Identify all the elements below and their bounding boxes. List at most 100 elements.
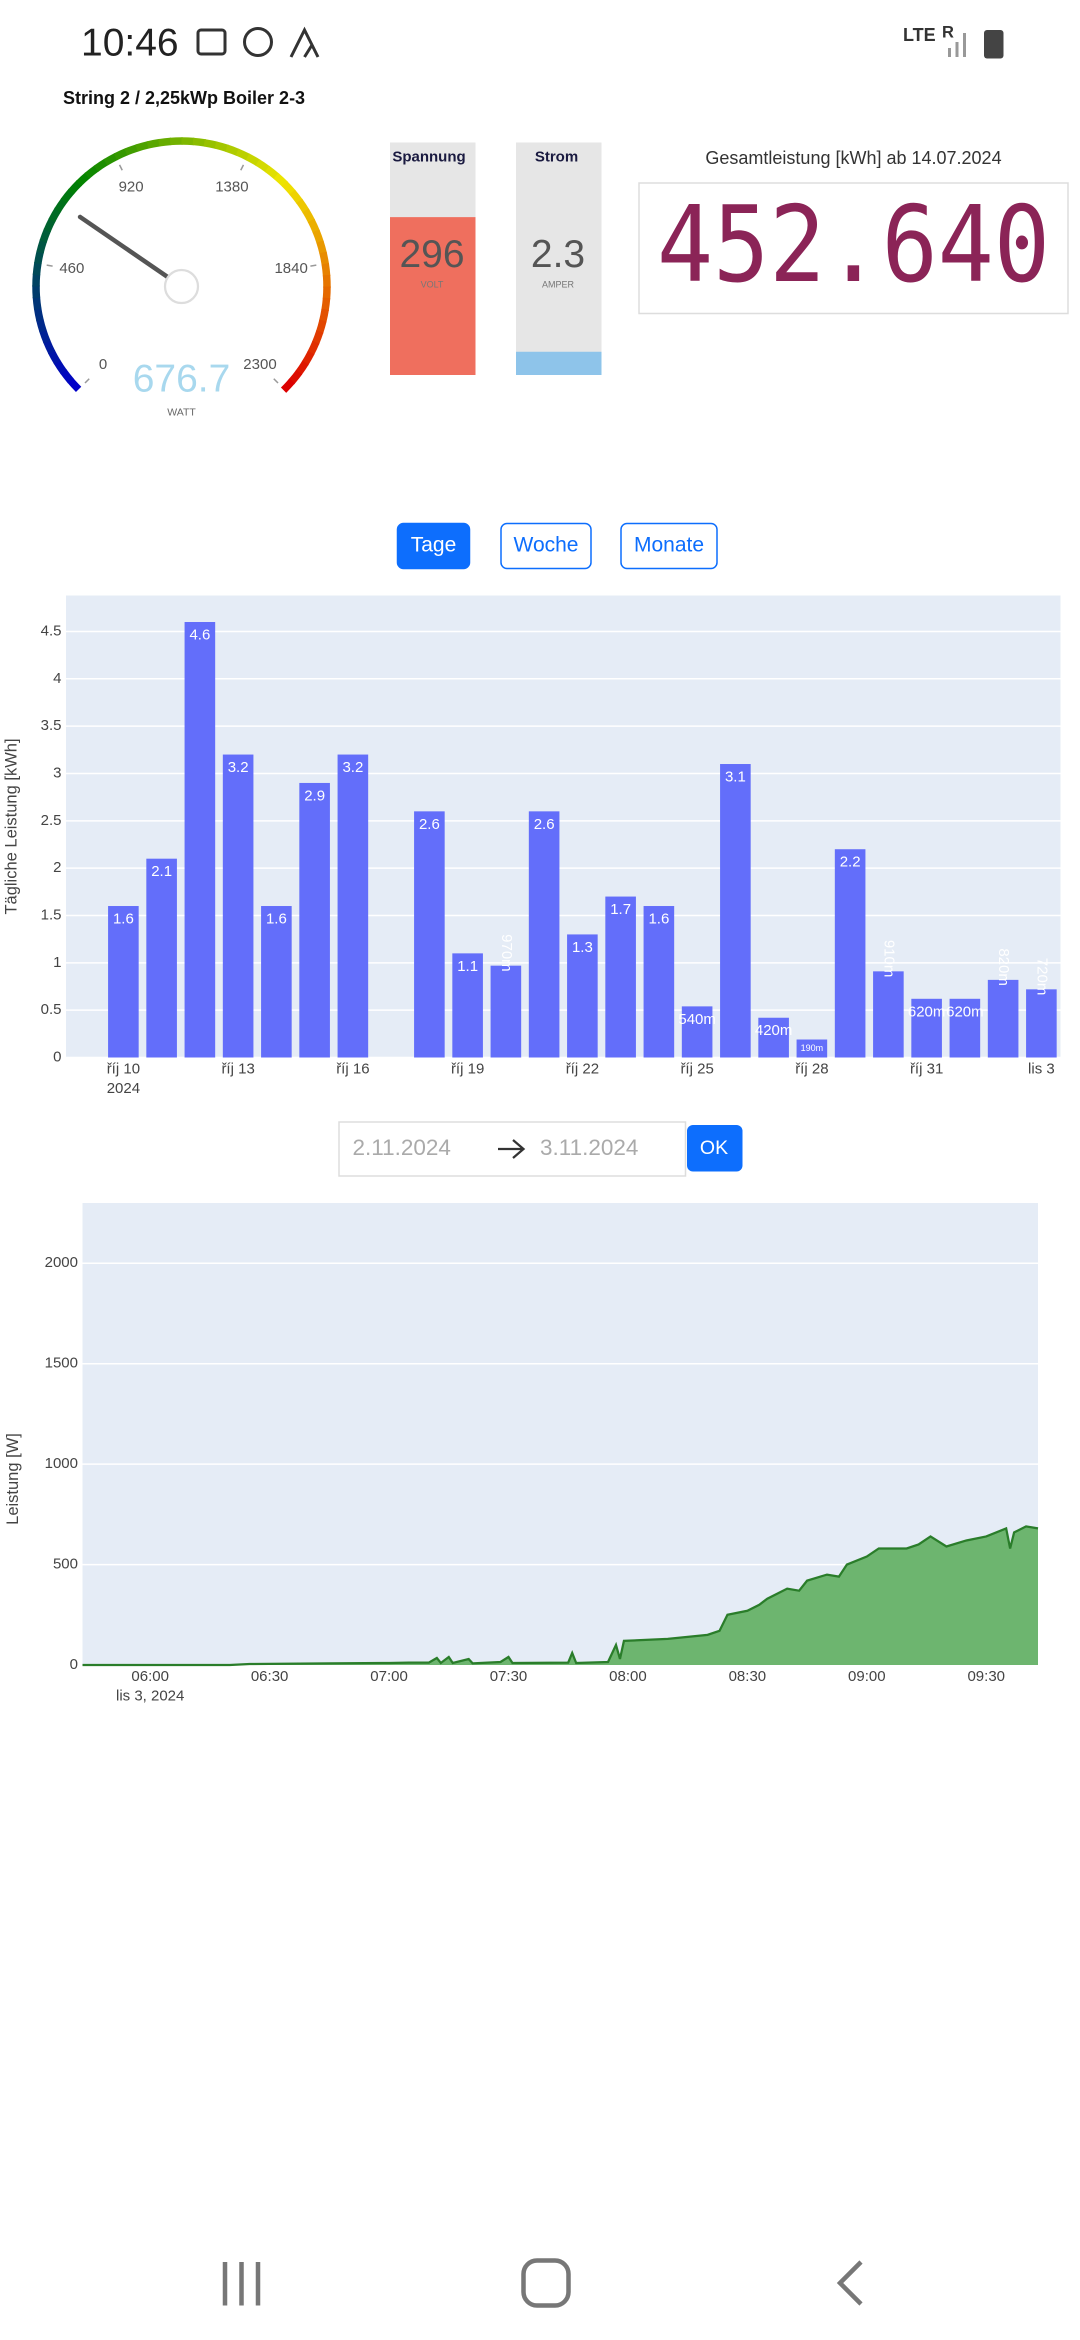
y-tick-label: 2 xyxy=(53,859,61,876)
home[interactable] xyxy=(521,2258,571,2308)
x-tick-sublabel: 2024 xyxy=(107,1080,140,1097)
gauge-arc xyxy=(255,159,271,173)
gauge-arc xyxy=(36,239,48,254)
y-tick-label: 500 xyxy=(53,1556,78,1573)
bar xyxy=(528,811,560,1058)
current-unit: AMPER xyxy=(542,279,575,289)
voltage-unit: VOLT xyxy=(421,279,444,289)
bar xyxy=(911,998,942,1058)
gauge-arc xyxy=(273,173,288,188)
x-tick-label: 08:30 xyxy=(729,1668,767,1685)
range-button-label[interactable]: Woche xyxy=(514,534,579,557)
x-tick-label: říj 31 xyxy=(910,1060,943,1077)
y-axis-title: Tägliche Leistung [kWh] xyxy=(2,738,20,914)
y-tick-label: 4 xyxy=(53,670,61,687)
value-label: 1.6 xyxy=(113,910,134,927)
x-tick-label: 06:30 xyxy=(251,1668,289,1685)
value-label: 970m xyxy=(498,934,515,972)
range-button-label[interactable]: Tage xyxy=(411,534,457,557)
value-label: 3.2 xyxy=(228,759,249,776)
current-title: Strom xyxy=(535,148,578,165)
y-tick-label: 1 xyxy=(53,954,61,971)
gauge-arc xyxy=(124,144,139,156)
gauge-arc xyxy=(33,307,44,322)
gauge-arc xyxy=(280,378,295,393)
value-label: 2.1 xyxy=(151,863,172,880)
value-label: 190m xyxy=(801,1043,824,1053)
gauge-arc xyxy=(192,137,207,147)
x-tick-label: 07:30 xyxy=(490,1668,528,1685)
value-label: 1.7 xyxy=(610,901,631,918)
gauge-arc xyxy=(32,261,42,276)
x-tick-label: říj 22 xyxy=(566,1060,599,1077)
range-button[interactable] xyxy=(620,522,718,570)
value-label: 1.6 xyxy=(266,910,287,927)
bar xyxy=(452,953,483,1058)
gauge-arc xyxy=(321,297,331,312)
gauge-arc xyxy=(296,198,310,214)
value-label: 2.9 xyxy=(304,787,325,804)
gauge-arc xyxy=(60,188,75,204)
bar xyxy=(567,934,598,1058)
gauge-arc xyxy=(34,250,44,265)
bar xyxy=(414,811,445,1058)
x-tick-label: 09:30 xyxy=(967,1668,1005,1685)
x-tick-label: 06:00 xyxy=(131,1668,169,1685)
gauge-arc xyxy=(322,286,331,300)
signal-icon xyxy=(948,33,966,57)
page-title: String 2 / 2,25kWp Boiler 2-3 xyxy=(63,88,305,108)
gauge-arc xyxy=(60,368,74,384)
value-label: 1.1 xyxy=(457,958,478,975)
gauge-arc xyxy=(146,138,161,149)
gauge-tick-label: 2300 xyxy=(243,356,276,373)
gauge-tick xyxy=(273,378,279,384)
range-button[interactable] xyxy=(396,522,471,570)
gauge-tick xyxy=(310,264,317,267)
gauge-arc xyxy=(307,218,320,234)
value-label: 3.2 xyxy=(342,759,363,776)
y-tick-label: 1.5 xyxy=(41,906,62,923)
back[interactable] xyxy=(836,2260,863,2306)
value-label: 540m xyxy=(678,1011,716,1028)
bar xyxy=(490,965,522,1058)
date-to[interactable]: 3.11.2024 xyxy=(540,1135,638,1160)
daily-chart: 0 0.5 1 1.5 2 2.5 3 3.5 4 4.5 Tägliche Leistung [k… xyxy=(2,595,1061,1097)
ok-button-label[interactable]: OK xyxy=(700,1137,728,1159)
voltage-title: Spannung xyxy=(392,148,465,165)
gauge-arc xyxy=(39,228,51,243)
gauge-arc xyxy=(135,141,150,152)
x-tick-label: říj 25 xyxy=(680,1060,713,1077)
gauge-arc xyxy=(43,339,56,355)
gauge-arc xyxy=(321,263,331,277)
clock: 10:46 xyxy=(81,21,179,64)
gauge-arc xyxy=(302,208,316,224)
gauge-arc xyxy=(32,273,41,287)
voltage-level xyxy=(390,217,476,375)
bar xyxy=(184,622,216,1058)
gauge-arc xyxy=(319,251,330,266)
bar xyxy=(681,1006,713,1058)
total-box xyxy=(638,182,1069,315)
value-label: 420m xyxy=(755,1022,793,1039)
bar xyxy=(146,858,177,1058)
gauge-arc xyxy=(75,172,91,187)
y-tick-label: 0.5 xyxy=(41,1001,62,1018)
gauge-arc xyxy=(103,152,119,166)
range-button[interactable] xyxy=(500,522,592,570)
date-from[interactable]: 2.11.2024 xyxy=(353,1135,451,1160)
gauge-arc xyxy=(32,296,42,310)
ok-button[interactable] xyxy=(687,1125,743,1172)
recent-apps[interactable] xyxy=(222,2262,261,2306)
value-label: 2.6 xyxy=(534,816,555,833)
range-button-label[interactable]: Monate xyxy=(634,534,704,557)
gauge-arc xyxy=(39,329,51,344)
gauge-arc xyxy=(316,240,327,255)
gauge-arc xyxy=(93,158,109,172)
x-tick-label: 08:00 xyxy=(609,1668,647,1685)
gauge-arc xyxy=(315,319,327,334)
range-buttons: Tage Woche Monate xyxy=(396,522,718,570)
bar xyxy=(987,979,1019,1058)
